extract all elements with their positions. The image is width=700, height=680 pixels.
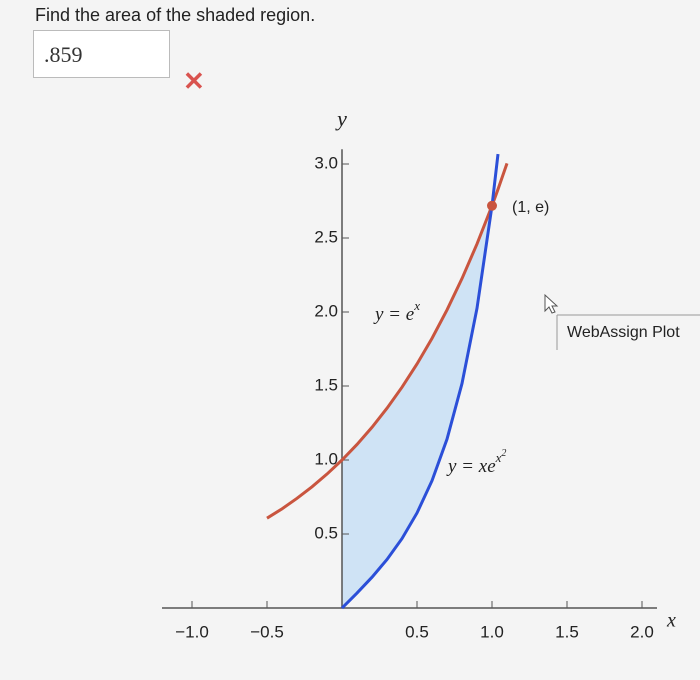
x-tick-label: 0.5	[405, 622, 429, 641]
x-axis-label: x	[666, 610, 676, 632]
curve-label-part: y = xe	[446, 456, 496, 477]
curve-label-part: y = e	[373, 304, 414, 325]
shaded-region	[342, 205, 492, 608]
question: Find the area of the shaded region.	[35, 5, 316, 25]
curve	[266, 162, 509, 520]
curve-label: y = xex2	[446, 448, 506, 477]
x-tick-label: 2.0	[630, 622, 654, 641]
y-tick-label: 1.5	[314, 375, 338, 394]
x-tick-label: 1.5	[555, 622, 579, 641]
curve-label-part: x	[495, 450, 502, 465]
x-tick-label: 1.0	[480, 622, 504, 641]
curve-label: y = ex	[373, 298, 420, 325]
point-label: (1, e)	[512, 199, 549, 216]
curve-label-part: 2	[501, 448, 506, 459]
tooltip: WebAssign Plot	[567, 324, 680, 341]
y-tick-label: 0.5	[314, 523, 338, 542]
curve-label-part: x	[413, 298, 420, 313]
cursor	[544, 293, 559, 314]
y-tick-label: 3.0	[314, 153, 338, 172]
x-tick-label: −0.5	[250, 622, 284, 641]
y-tick-label: 2.0	[314, 301, 338, 320]
y-axis-label: y	[335, 106, 347, 131]
answer-box[interactable]: .859	[33, 30, 170, 78]
x-tick-label: −1.0	[175, 622, 209, 641]
curve	[340, 153, 500, 610]
y-tick-label: 1.0	[314, 449, 338, 468]
incorrect-mark: ✕	[183, 66, 205, 96]
point	[487, 200, 497, 211]
y-tick-label: 2.5	[314, 227, 338, 246]
